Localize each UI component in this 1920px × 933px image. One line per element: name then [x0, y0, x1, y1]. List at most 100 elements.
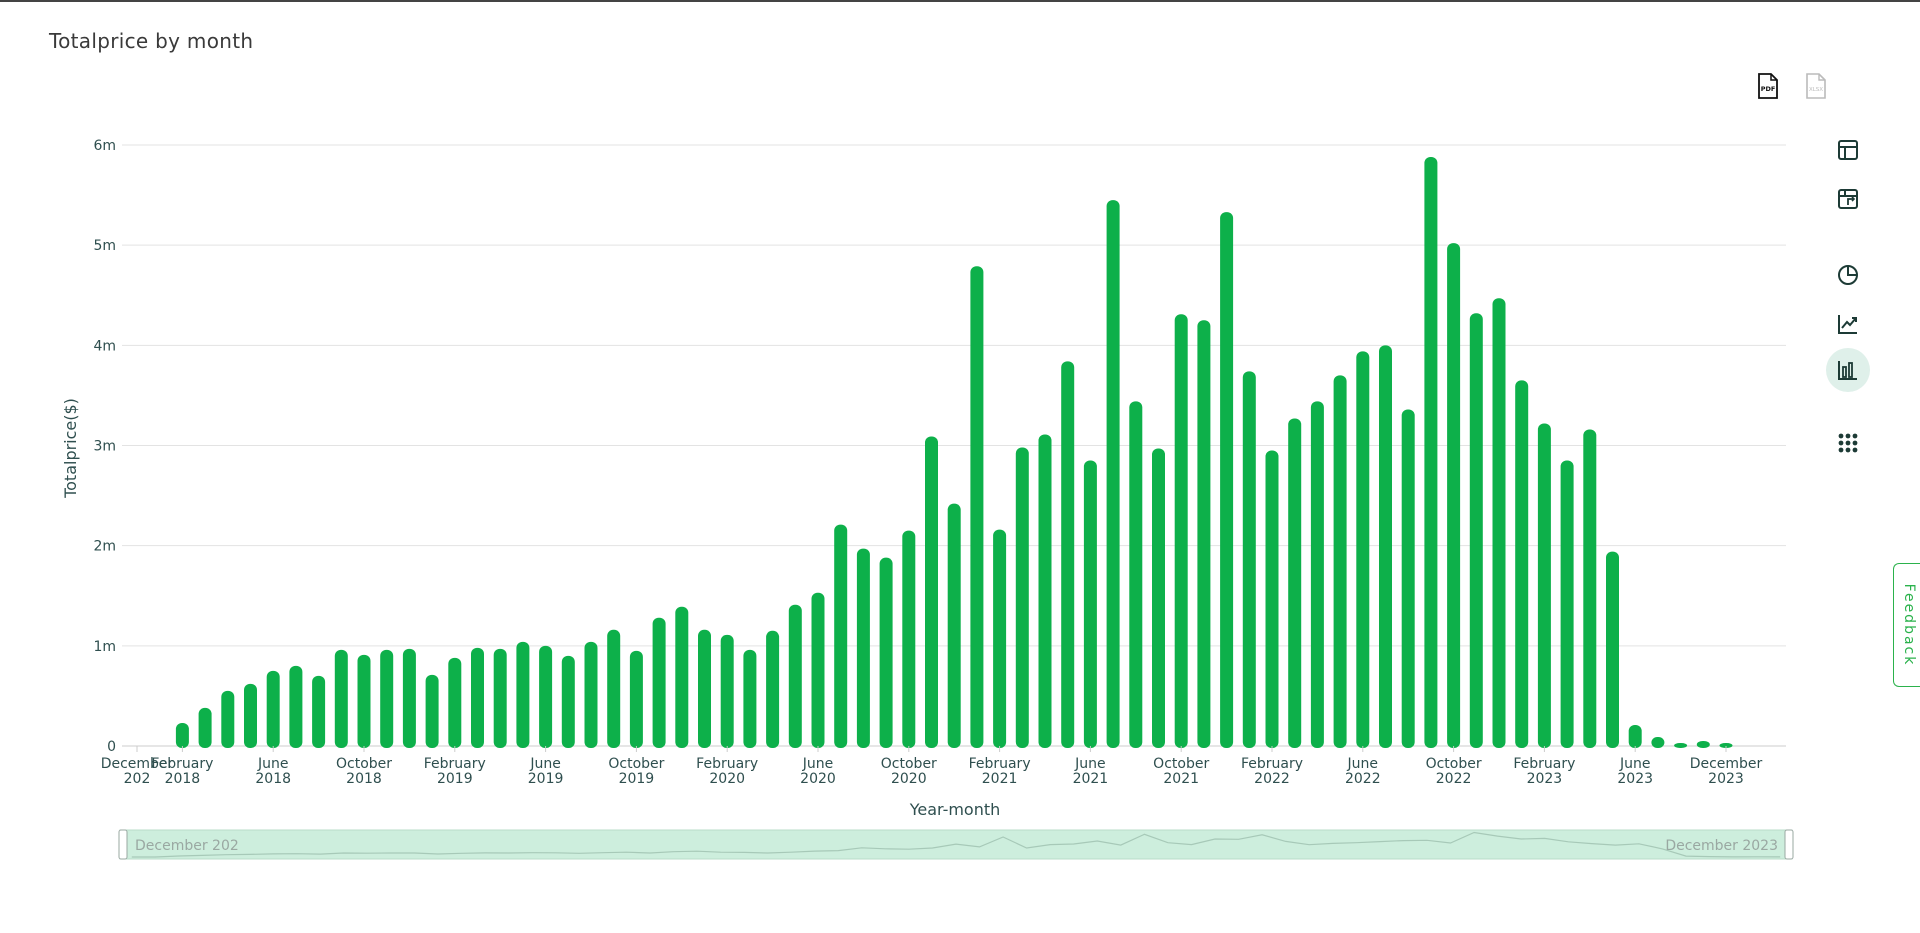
bar	[402, 648, 416, 748]
bar	[788, 604, 802, 748]
x-tick-label: February 2019	[424, 756, 486, 787]
x-tick-label: December 202	[101, 756, 174, 787]
bar	[1674, 742, 1688, 748]
pdf-export-label: PDF	[1761, 85, 1776, 93]
bar	[652, 617, 666, 748]
bar	[675, 606, 689, 748]
bar	[1537, 423, 1551, 748]
bar	[1583, 429, 1597, 748]
x-tick-label: June 2020	[800, 756, 836, 787]
y-tick-label: 1m	[93, 639, 116, 655]
y-tick-label: 0	[107, 739, 116, 755]
y-tick-label: 3m	[93, 439, 116, 455]
x-tick-label: June 2021	[1073, 756, 1109, 787]
bar	[1015, 447, 1029, 748]
pivot-table-button[interactable]	[1830, 181, 1866, 217]
bar	[1606, 551, 1619, 748]
bar	[902, 530, 916, 748]
bar	[425, 674, 439, 748]
bar	[1651, 736, 1665, 748]
x-tick-label: June 2022	[1345, 756, 1381, 787]
bar	[970, 266, 984, 748]
bar	[720, 634, 734, 748]
bar	[1492, 298, 1506, 748]
bar	[539, 645, 553, 748]
line-chart-icon	[1838, 315, 1857, 334]
table-view-button[interactable]	[1830, 132, 1866, 168]
y-tick-label: 6m	[93, 138, 116, 154]
line-chart-button[interactable]	[1830, 306, 1866, 342]
bar	[1197, 320, 1211, 748]
pdf-export-icon: PDF	[1758, 73, 1778, 99]
bar	[198, 707, 212, 748]
bar	[1356, 351, 1370, 748]
x-tick-label: February 2020	[696, 756, 758, 787]
bar	[1469, 313, 1483, 748]
bar	[448, 657, 462, 748]
bar	[1719, 742, 1733, 748]
bar	[743, 649, 757, 748]
bar	[925, 436, 938, 748]
bar	[561, 655, 575, 748]
pie-chart-button[interactable]	[1830, 257, 1866, 293]
bar	[1310, 401, 1324, 748]
x-tick-label: October 2019	[608, 756, 664, 787]
bar	[607, 629, 621, 748]
bar	[1447, 243, 1461, 748]
bar	[766, 630, 780, 748]
y-axis-label: Totalprice($)	[61, 398, 80, 499]
range-slider-end-label: December 2023	[1665, 838, 1778, 854]
bar	[221, 690, 235, 748]
bar	[947, 503, 961, 748]
bar	[1265, 450, 1279, 748]
bar	[1288, 418, 1302, 748]
x-tick-label: June 2019	[528, 756, 564, 787]
bar	[1515, 380, 1529, 748]
x-tick-label: December 2023	[1690, 756, 1763, 787]
pivot-table-icon	[1838, 189, 1858, 209]
grid-dots-icon	[1838, 433, 1858, 453]
bar	[471, 647, 484, 748]
x-tick-label: June 2018	[255, 756, 291, 787]
bar	[584, 641, 598, 748]
bar	[266, 670, 280, 748]
bar	[175, 722, 189, 748]
bar	[698, 629, 711, 748]
feedback-tab[interactable]: Feedback	[1893, 563, 1920, 687]
x-axis-label: Year-month	[909, 800, 1001, 819]
bar	[834, 524, 848, 748]
bar	[879, 557, 893, 748]
bar	[993, 529, 1007, 748]
range-slider-start-handle[interactable]	[118, 829, 128, 860]
range-slider-end-handle[interactable]	[1784, 829, 1794, 860]
bar	[1379, 345, 1392, 748]
x-tick-label: October 2022	[1426, 756, 1482, 787]
x-tick-label: October 2018	[336, 756, 392, 787]
bar	[516, 641, 530, 748]
more-charts-button[interactable]	[1830, 425, 1866, 461]
bar	[1628, 724, 1642, 748]
bar-chart-button[interactable]	[1826, 348, 1870, 392]
pie-chart-icon	[1838, 265, 1858, 285]
bar	[1083, 460, 1097, 748]
bar	[856, 548, 870, 748]
bar	[1401, 409, 1415, 748]
bar	[1220, 212, 1234, 748]
bar	[1061, 361, 1075, 748]
xlsx-export-icon: XLSX	[1806, 73, 1826, 99]
x-tick-label: February 2023	[1513, 756, 1575, 787]
bar	[380, 649, 394, 748]
x-tick-label: June 2023	[1617, 756, 1653, 787]
bar	[357, 654, 371, 748]
bar	[1424, 157, 1438, 748]
x-tick-label: October 2020	[881, 756, 937, 787]
bar	[1242, 371, 1256, 748]
bar	[312, 675, 326, 748]
bar	[289, 665, 303, 748]
xlsx-export-button[interactable]: XLSX	[1798, 68, 1834, 104]
pdf-export-button[interactable]: PDF	[1750, 68, 1786, 104]
x-tick-label: February 2022	[1241, 756, 1303, 787]
bar	[1696, 740, 1710, 748]
bar	[1560, 460, 1574, 748]
